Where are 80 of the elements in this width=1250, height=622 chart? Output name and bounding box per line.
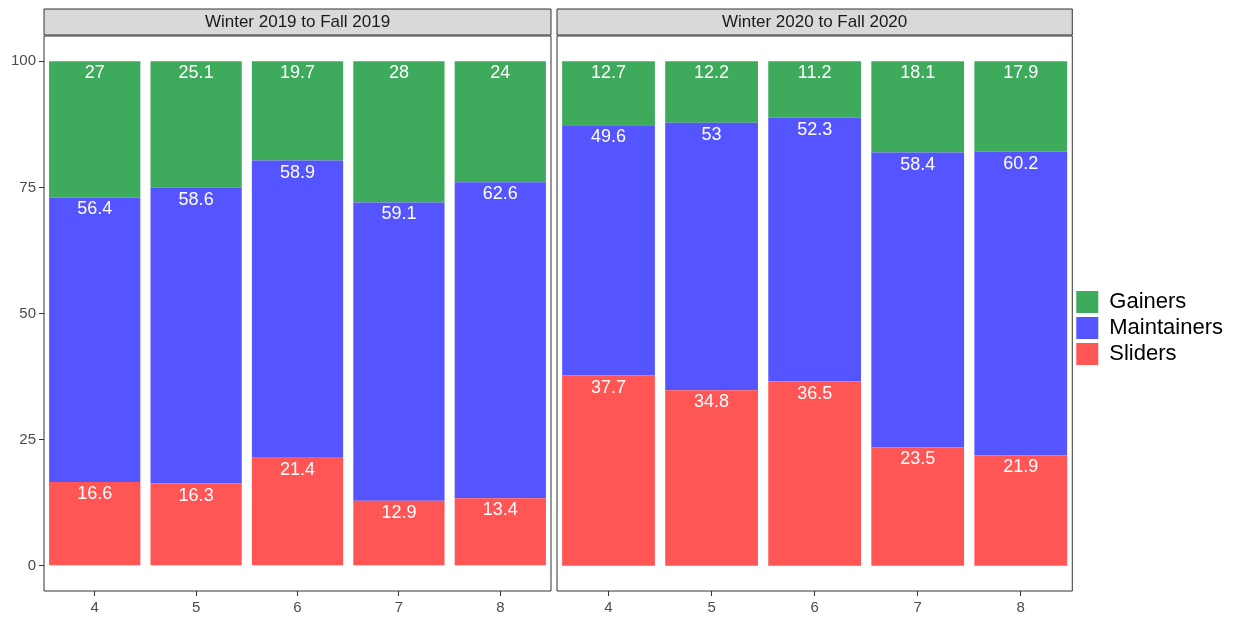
data-label: 36.5 — [797, 382, 833, 403]
data-label: 58.4 — [900, 153, 936, 174]
bar — [353, 500, 445, 566]
bar — [454, 498, 546, 566]
data-label: 16.6 — [77, 482, 113, 503]
data-label: 11.2 — [797, 62, 832, 83]
x-tick-label: 6 — [293, 598, 302, 616]
data-label: 18.1 — [900, 62, 936, 83]
data-label: 25.1 — [178, 62, 214, 83]
bar — [871, 447, 965, 566]
bar — [150, 61, 242, 188]
x-tick-label: 7 — [913, 598, 922, 616]
bar — [665, 61, 758, 123]
x-tick-label: 8 — [496, 598, 505, 616]
data-label: 59.1 — [381, 203, 417, 224]
data-label: 13.4 — [482, 499, 518, 520]
x-tick-label: 8 — [1016, 598, 1025, 616]
bar — [454, 61, 546, 183]
bar — [562, 61, 655, 126]
data-label: 12.9 — [381, 501, 417, 522]
legend-label: Gainers — [1109, 288, 1187, 314]
bar — [353, 61, 445, 203]
bar — [562, 125, 655, 376]
data-label: 34.8 — [694, 391, 730, 412]
bar — [768, 61, 862, 118]
bar — [49, 61, 141, 198]
y-tick-label: 25 — [19, 429, 37, 447]
legend-label: Maintainers — [1109, 314, 1223, 340]
data-label: 21.4 — [279, 458, 316, 479]
x-tick-label: 7 — [394, 598, 404, 616]
data-label: 12.2 — [694, 62, 730, 83]
y-tick-label: 0 — [27, 555, 37, 573]
data-label: 60.2 — [1003, 152, 1039, 173]
bar — [871, 61, 965, 153]
data-label: 58.6 — [178, 188, 214, 209]
data-label: 27 — [84, 62, 105, 83]
x-tick-label: 4 — [604, 598, 613, 616]
bar — [974, 455, 1068, 566]
y-tick-label: 75 — [19, 177, 37, 195]
bar — [251, 61, 344, 161]
bar — [49, 197, 141, 483]
bar — [454, 182, 546, 499]
x-tick-label: 4 — [90, 598, 99, 616]
bar — [665, 390, 758, 566]
bar — [353, 202, 445, 501]
bar — [251, 160, 344, 458]
bar — [665, 122, 758, 391]
data-label: 28 — [388, 62, 409, 83]
chart-title: Winter 2019 to Fall 2019 — [204, 12, 391, 32]
bar — [251, 457, 344, 566]
data-label: 12.7 — [591, 62, 627, 83]
data-label: 56.4 — [77, 198, 113, 219]
data-label: 21.9 — [1003, 456, 1039, 477]
bar — [150, 187, 242, 484]
data-label: 23.5 — [900, 448, 936, 469]
bar — [871, 152, 965, 448]
data-label: 49.6 — [591, 126, 627, 147]
data-label: 37.7 — [591, 376, 627, 397]
bar — [768, 117, 862, 382]
bar — [974, 151, 1068, 456]
x-tick-label: 5 — [707, 598, 716, 616]
legend-label: Sliders — [1109, 340, 1177, 366]
data-label: 16.3 — [178, 484, 214, 505]
bar — [768, 381, 862, 566]
x-tick-label: 5 — [191, 598, 201, 616]
data-label: 24 — [490, 62, 511, 83]
chart-title: Winter 2020 to Fall 2020 — [722, 12, 908, 32]
bar — [974, 61, 1068, 152]
data-label: 53 — [701, 123, 722, 144]
data-label: 58.9 — [279, 161, 316, 182]
data-label: 52.3 — [797, 118, 833, 139]
x-tick-label: 6 — [810, 598, 819, 616]
y-tick-label: 50 — [19, 303, 37, 321]
y-tick-label: 100 — [11, 51, 37, 69]
data-label: 19.7 — [279, 62, 316, 83]
bar — [150, 483, 242, 566]
bar — [49, 482, 141, 566]
data-label: 17.9 — [1003, 62, 1039, 83]
data-label: 62.6 — [482, 183, 518, 204]
bar — [562, 375, 655, 566]
